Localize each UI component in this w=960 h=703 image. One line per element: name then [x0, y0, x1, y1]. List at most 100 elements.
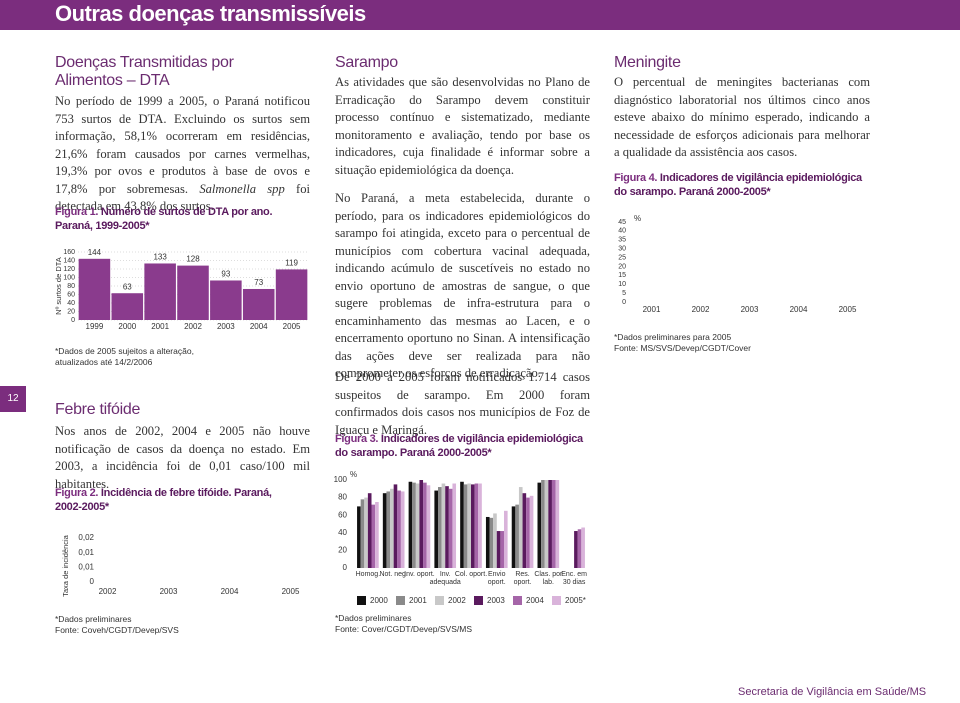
bar [555, 480, 560, 568]
y-tick-label: 120 [63, 266, 75, 273]
note: *Dados preliminares para 2005 [614, 332, 732, 342]
bar [574, 531, 578, 568]
bar [496, 531, 501, 568]
legend-swatch [513, 596, 522, 605]
bar [478, 483, 482, 568]
data-label: 63 [123, 282, 132, 291]
figure-notes: *Dados preliminares Fonte: Cover/CGDT/Dev… [335, 613, 535, 635]
bar [493, 513, 497, 568]
bar [529, 495, 534, 568]
data-label: 93 [221, 270, 230, 279]
y-tick-label: 35 [618, 237, 626, 244]
legend-label: 2002 [448, 596, 466, 605]
figure-label: Figura 2. [55, 487, 99, 499]
bar [412, 482, 416, 568]
bar [419, 480, 424, 568]
bar [548, 480, 552, 568]
paragraph: O percentual de meningites bacterianas c… [614, 75, 870, 159]
bar [503, 510, 508, 568]
bar [415, 483, 420, 568]
x-tick-label: 2005 [283, 322, 301, 331]
bar [242, 288, 275, 320]
x-tick-label: 2001 [643, 305, 661, 314]
y-tick-label: 30 [618, 246, 626, 253]
bar [434, 490, 439, 568]
y-tick-label: 60 [67, 291, 75, 298]
bar [448, 488, 453, 568]
y-tick-label: 20 [67, 308, 75, 315]
y-tick-label: 25 [618, 254, 626, 261]
bar [360, 499, 365, 568]
figure-caption: Figura 4. Indicadores de vigilância epid… [614, 171, 864, 199]
header-title: Outras doenças transmissíveis [55, 1, 366, 26]
figure-label: Figura 3. [335, 433, 379, 445]
figure-notes: *Dados preliminares Fonte: Coveh/CGDT/Dev… [55, 614, 255, 636]
text: foi detectada em 43,8% dos surtos. [55, 181, 311, 214]
bar [460, 481, 464, 568]
y-tick-label: 80 [67, 283, 75, 290]
bar [489, 517, 494, 568]
bar [551, 480, 556, 568]
y-tick-label: 20 [338, 546, 347, 555]
bar [474, 483, 479, 568]
legend-label: 2004 [526, 596, 544, 605]
bar [426, 485, 431, 568]
figure-caption: Figura 3. Indicadores de vigilância epid… [335, 432, 590, 460]
section-heading: Febre tifóide [55, 401, 141, 418]
bar [408, 481, 413, 568]
legend-swatch [474, 596, 483, 605]
y-tick-label: 160 [63, 249, 75, 256]
y-tick-label: 40 [338, 528, 347, 537]
figure-title: Indicadores de vigilância epidemiológica… [614, 172, 862, 198]
bar [577, 529, 582, 568]
bar [515, 504, 519, 568]
bar [210, 280, 242, 320]
figure-label: Figura 4. [614, 172, 658, 184]
x-tick-label: Inv. adequada [429, 571, 461, 586]
y-tick-label: 15 [618, 272, 626, 279]
bar [471, 484, 475, 568]
figure-notes: *Dados de 2005 sujeitos a alteração, atu… [55, 346, 235, 368]
y-tick-label: 10 [618, 281, 626, 288]
legend-label: 2005* [565, 596, 586, 605]
section-heading: Doenças Transmitidas por Alimentos – DTA [55, 54, 234, 89]
y-tick-label: 100 [63, 274, 75, 281]
y-axis-label: % [634, 214, 641, 223]
x-tick-label: 2005 [282, 587, 300, 596]
bar [400, 491, 405, 568]
y-tick-label: 60 [338, 510, 347, 519]
paragraph: No período de 1999 a 2005, o Paraná noti… [55, 93, 310, 216]
legend-swatch [552, 596, 561, 605]
text-italic: Salmonella spp [199, 181, 285, 196]
paragraph: As atividades que são desenvolvidas no P… [335, 75, 590, 177]
bar [485, 516, 490, 568]
bar [467, 483, 471, 568]
legend-label: 2000 [370, 596, 388, 605]
bar [581, 527, 585, 568]
text: No período de 1999 a 2005, o Paraná noti… [55, 94, 310, 196]
bar [463, 484, 468, 568]
bar [364, 497, 368, 568]
note: Fonte: Cover/CGDT/Devep/SVS/MS [335, 624, 472, 634]
y-tick-label: 5 [622, 290, 626, 297]
data-label: 119 [285, 259, 298, 268]
bar [393, 484, 398, 568]
x-tick-label: 2004 [250, 322, 268, 331]
legend-swatch [357, 596, 366, 605]
bar [371, 504, 376, 568]
y-tick-label: 0 [90, 577, 95, 586]
x-tick-label: Not. neg. [379, 571, 408, 578]
bar [500, 531, 504, 568]
x-tick-label: Clas. por lab. [534, 571, 563, 586]
y-tick-label: 40 [67, 300, 75, 307]
bar [382, 493, 387, 568]
figure-title: Número de surtos de DTA por ano. Paraná,… [55, 206, 273, 232]
footer: Secretaria de Vigilância em Saúde/MS [738, 686, 927, 698]
x-tick-label: Col. oport. [454, 571, 488, 578]
figure-caption: Figura 2. Incidência de febre tifóide. P… [55, 486, 285, 514]
x-tick-label: 2002 [184, 322, 202, 331]
paragraph: No Paraná, a meta estabelecida, durante … [335, 191, 590, 380]
bar [375, 502, 379, 568]
